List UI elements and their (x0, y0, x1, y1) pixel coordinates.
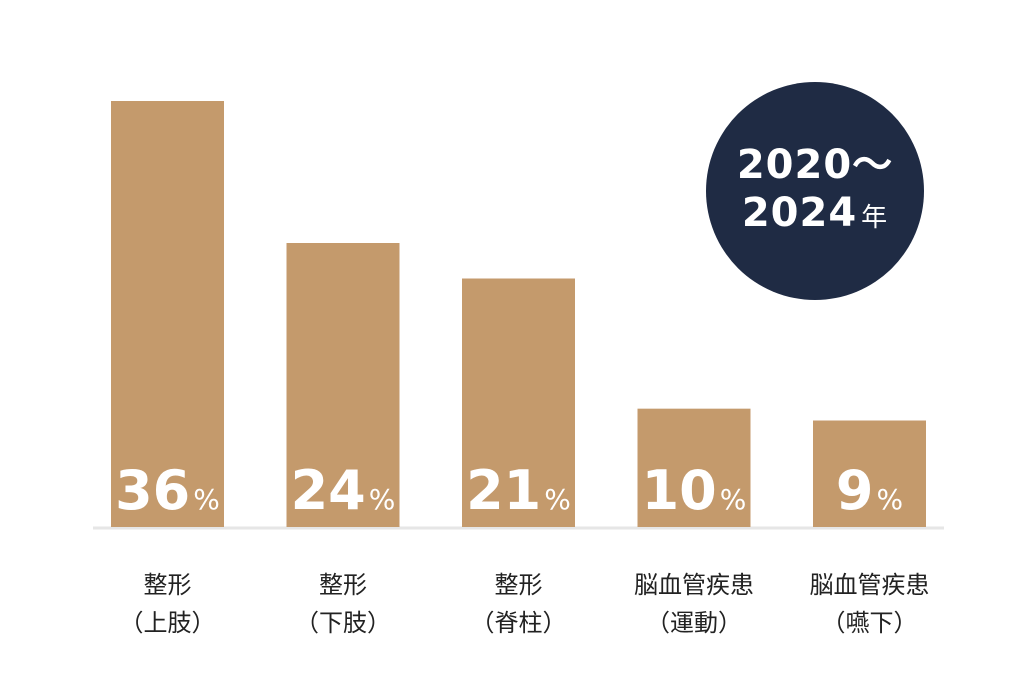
bar-4 (637, 408, 751, 527)
bar-value-number-5: 9 (836, 459, 874, 522)
category-label-4: 脳血管疾患 （運動） (609, 566, 779, 642)
bar-5 (813, 420, 926, 527)
period-badge-start: 2020～ (736, 141, 894, 188)
period-badge-end: 2024 年 (742, 189, 888, 242)
category-label-1: 整形 （上肢） (83, 566, 253, 642)
category-label-3: 整形 （脊柱） (434, 566, 604, 642)
category-label-line2: （下肢） (295, 609, 391, 637)
bar-value-number-2: 24 (291, 459, 366, 522)
bar-value-label-3: 21% (466, 459, 571, 522)
bar-value-label-2: 24% (291, 459, 396, 522)
period-badge-end-year: 2024 (741, 189, 858, 236)
category-label-line1: 整形 (319, 571, 367, 599)
bar-value-label-5: 9% (836, 459, 903, 522)
bar-value-unit-2: % (369, 483, 396, 516)
category-label-line1: 整形 (494, 571, 543, 599)
bar-value-unit-5: % (876, 483, 903, 516)
category-label-line2: （運動） (646, 609, 742, 637)
bar-2 (286, 243, 400, 527)
bar-value-label-1: 36% (115, 459, 220, 522)
category-label-5: 脳血管疾患 （嚥下） (785, 566, 955, 642)
bar-1 (111, 101, 224, 527)
bar-value-label-4: 10% (642, 459, 747, 522)
category-label-line2: （嚥下） (821, 609, 918, 637)
bar-value-number-3: 21 (466, 459, 541, 522)
category-label-line1: 脳血管疾患 (809, 571, 930, 599)
bar-value-unit-4: % (720, 483, 747, 516)
category-label-line1: 脳血管疾患 (634, 571, 754, 599)
category-label-2: 整形 （下肢） (258, 566, 428, 642)
period-badge-suffix: 年 (861, 202, 889, 233)
bar-3 (462, 278, 575, 527)
bars-group: 36% 24% 21% 10% 9% (111, 101, 926, 527)
category-label-line1: 整形 (143, 571, 192, 599)
category-label-line2: （脊柱） (470, 609, 567, 637)
bar-value-number-1: 36 (115, 459, 190, 522)
bar-value-unit-1: % (193, 483, 220, 516)
bar-value-number-4: 10 (642, 459, 717, 522)
period-badge: 2020～ 2024 年 (706, 82, 924, 300)
bar-value-unit-3: % (544, 483, 571, 516)
category-label-line2: （上肢） (119, 609, 216, 637)
